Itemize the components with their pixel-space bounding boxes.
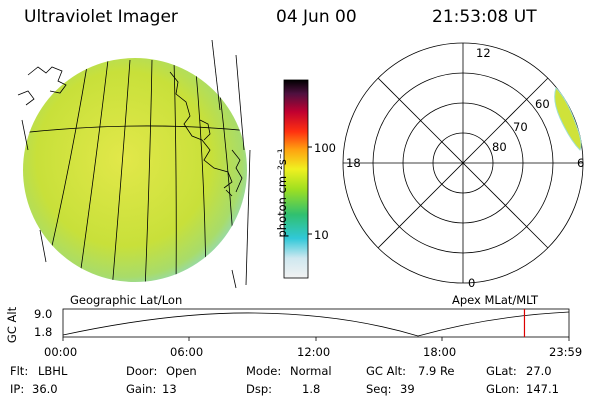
timeline-frame [62, 308, 570, 338]
timeline-ymax: 9.0 [34, 307, 53, 321]
apex-label: Apex MLat/MLT [452, 293, 539, 307]
timeline-tick-0: 00:00 [44, 345, 78, 359]
timeline-ymin: 1.8 [34, 325, 53, 339]
flt-label: Flt: [10, 364, 29, 378]
longitude-line [77, 59, 109, 282]
longitude-line [173, 59, 177, 282]
seq-value: 39 [400, 382, 415, 396]
altitude-curve [62, 311, 570, 337]
dsp-value: 1.8 [302, 382, 321, 396]
glon-label: GLon: [486, 382, 520, 396]
glon-value: 147.1 [526, 382, 559, 396]
ip-value: 36.0 [32, 382, 58, 396]
timeline-ylabel: GC Alt [5, 306, 19, 344]
seq-label: Seq: [366, 382, 392, 396]
latitude-line [23, 125, 247, 134]
gcalt-label: GC Alt: [366, 364, 407, 378]
gcalt-value: 7.9 Re [418, 364, 455, 378]
mlt-6-label: 6 [577, 156, 585, 170]
gain-label: Gain: [126, 382, 157, 396]
colorbar-gradient [283, 79, 309, 279]
glat-value: 27.0 [526, 364, 552, 378]
gain-value: 13 [162, 382, 177, 396]
timeline-tick-end: 23:59 [549, 345, 583, 359]
app-title: Ultraviolet Imager [24, 7, 178, 27]
coastline [17, 66, 243, 197]
time-label: 21:53:08 UT [432, 7, 537, 27]
date-label: 04 Jun 00 [276, 7, 357, 27]
colorbar-tick-10: 10 [314, 228, 329, 242]
mlat-60-label: 60 [535, 97, 550, 111]
mlat-80-label: 80 [492, 140, 507, 154]
dsp-label: Dsp: [246, 382, 273, 396]
mlt-0-label: 0 [468, 276, 476, 290]
mode-label: Mode: [246, 364, 282, 378]
mlt-12-label: 12 [476, 46, 491, 60]
timeline-tick-12: 12:00 [297, 345, 331, 359]
timeline-tick-18: 18:00 [423, 345, 457, 359]
longitude-line [111, 59, 131, 282]
colorbar-tick-100: 100 [314, 141, 336, 155]
glat-label: GLat: [486, 364, 517, 378]
geographic-label: Geographic Lat/Lon [70, 293, 183, 307]
mlat-70-label: 70 [513, 120, 528, 134]
auroral-emission-patch [554, 87, 582, 151]
polar-axis-diagonal [377, 77, 549, 249]
door-value: Open [166, 364, 197, 378]
door-label: Door: [126, 364, 158, 378]
ip-label: IP: [10, 382, 25, 396]
longitude-line [144, 59, 153, 282]
mode-value: Normal [290, 364, 332, 378]
timeline-tick-6: 06:00 [170, 345, 204, 359]
flt-value: LBHL [38, 364, 68, 378]
mlt-18-label: 18 [346, 156, 361, 170]
